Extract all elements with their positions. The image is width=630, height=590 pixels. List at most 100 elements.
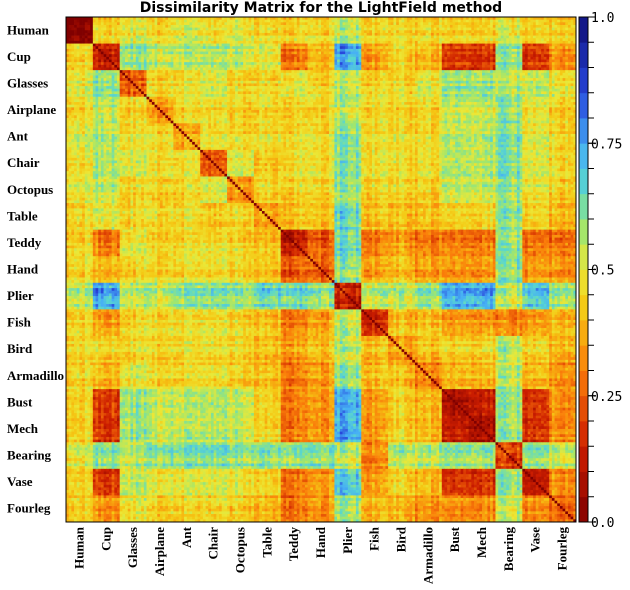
heatmap-cell bbox=[458, 25, 461, 28]
heatmap-cell bbox=[300, 28, 303, 31]
heatmap-cell bbox=[254, 30, 257, 33]
heatmap-cell bbox=[444, 30, 447, 33]
heatmap-cell bbox=[447, 28, 450, 31]
heatmap-cell bbox=[498, 28, 501, 31]
heatmap-cell bbox=[359, 20, 362, 23]
heatmap-cell bbox=[82, 30, 85, 33]
heatmap-cell bbox=[308, 28, 311, 31]
heatmap-cell bbox=[71, 25, 74, 28]
heatmap-cell bbox=[109, 25, 112, 28]
heatmap-cell bbox=[128, 25, 131, 28]
heatmap-cell bbox=[286, 22, 289, 25]
heatmap-cell bbox=[117, 25, 120, 28]
heatmap-cell bbox=[447, 25, 450, 28]
heatmap-cell bbox=[407, 25, 410, 28]
heatmap-cell bbox=[259, 22, 262, 25]
heatmap-cell bbox=[316, 30, 319, 33]
heatmap-cell bbox=[149, 28, 152, 31]
heatmap-cell bbox=[324, 28, 327, 31]
heatmap-cell bbox=[189, 25, 192, 28]
heatmap-cell bbox=[541, 20, 544, 23]
heatmap-cell bbox=[109, 22, 112, 25]
heatmap-cell bbox=[321, 25, 324, 28]
heatmap-cell bbox=[112, 20, 115, 23]
heatmap-cell bbox=[109, 30, 112, 33]
heatmap-cell bbox=[82, 28, 85, 31]
heatmap-cell bbox=[471, 28, 474, 31]
heatmap-cell bbox=[173, 28, 176, 31]
heatmap-cell bbox=[206, 28, 209, 31]
heatmap-cell bbox=[321, 28, 324, 31]
heatmap-cell bbox=[291, 20, 294, 23]
heatmap-cell bbox=[385, 25, 388, 28]
heatmap-cell bbox=[227, 30, 230, 33]
heatmap-cell bbox=[200, 28, 203, 31]
heatmap-cell bbox=[90, 25, 93, 28]
heatmap-cell bbox=[222, 30, 225, 33]
heatmap-cell bbox=[353, 22, 356, 25]
heatmap-cell bbox=[262, 25, 265, 28]
heatmap-cell bbox=[219, 30, 222, 33]
heatmap-cell bbox=[281, 25, 284, 28]
heatmap-cell bbox=[283, 22, 286, 25]
heatmap-cell bbox=[458, 30, 461, 33]
heatmap-cell bbox=[482, 25, 485, 28]
heatmap-cell bbox=[479, 20, 482, 23]
heatmap-cell bbox=[466, 28, 469, 31]
heatmap-cell bbox=[415, 28, 418, 31]
heatmap-cell bbox=[294, 30, 297, 33]
heatmap-cell bbox=[214, 20, 217, 23]
heatmap-cell bbox=[442, 28, 445, 31]
heatmap-cell bbox=[530, 25, 533, 28]
heatmap-cell bbox=[361, 20, 364, 23]
heatmap-cell bbox=[504, 22, 507, 25]
heatmap-cell bbox=[571, 28, 574, 31]
heatmap-cell bbox=[294, 20, 297, 23]
heatmap-cell bbox=[305, 20, 308, 23]
heatmap-cell bbox=[297, 20, 300, 23]
heatmap-cell bbox=[230, 22, 233, 25]
heatmap-cell bbox=[461, 28, 464, 31]
heatmap-cell bbox=[206, 30, 209, 33]
heatmap-cell bbox=[458, 20, 461, 23]
heatmap-cell bbox=[495, 22, 498, 25]
heatmap-cell bbox=[334, 22, 337, 25]
heatmap-cell bbox=[133, 22, 136, 25]
heatmap-cell bbox=[93, 22, 96, 25]
heatmap-cell bbox=[533, 25, 536, 28]
heatmap-cell bbox=[71, 28, 74, 31]
heatmap-cell bbox=[444, 22, 447, 25]
heatmap-cell bbox=[198, 28, 201, 31]
heatmap-cell bbox=[453, 22, 456, 25]
heatmap-cell bbox=[342, 28, 345, 31]
heatmap-cell bbox=[520, 20, 523, 23]
heatmap-cell bbox=[230, 28, 233, 31]
heatmap-cell bbox=[69, 28, 72, 31]
heatmap-cell bbox=[375, 28, 378, 31]
heatmap-cell bbox=[487, 22, 490, 25]
heatmap-cell bbox=[77, 28, 80, 31]
heatmap-cell bbox=[222, 28, 225, 31]
heatmap-cell bbox=[340, 30, 343, 33]
heatmap-cell bbox=[138, 28, 141, 31]
heatmap-cell bbox=[444, 25, 447, 28]
heatmap-cell bbox=[267, 22, 270, 25]
heatmap-cell bbox=[442, 30, 445, 33]
heatmap-cell bbox=[458, 28, 461, 31]
heatmap-cell bbox=[404, 20, 407, 23]
heatmap-cell bbox=[326, 28, 329, 31]
heatmap-cell bbox=[391, 30, 394, 33]
heatmap-cell bbox=[181, 30, 184, 33]
heatmap-cell bbox=[77, 22, 80, 25]
heatmap-cell bbox=[351, 25, 354, 28]
heatmap-cell bbox=[375, 30, 378, 33]
heatmap-cell bbox=[536, 22, 539, 25]
heatmap-cell bbox=[361, 25, 364, 28]
heatmap-cell bbox=[334, 30, 337, 33]
heatmap-cell bbox=[184, 22, 187, 25]
heatmap-cell bbox=[138, 25, 141, 28]
heatmap-cell bbox=[171, 22, 174, 25]
heatmap-cell bbox=[101, 30, 104, 33]
heatmap-cell bbox=[300, 30, 303, 33]
heatmap-cell bbox=[477, 22, 480, 25]
